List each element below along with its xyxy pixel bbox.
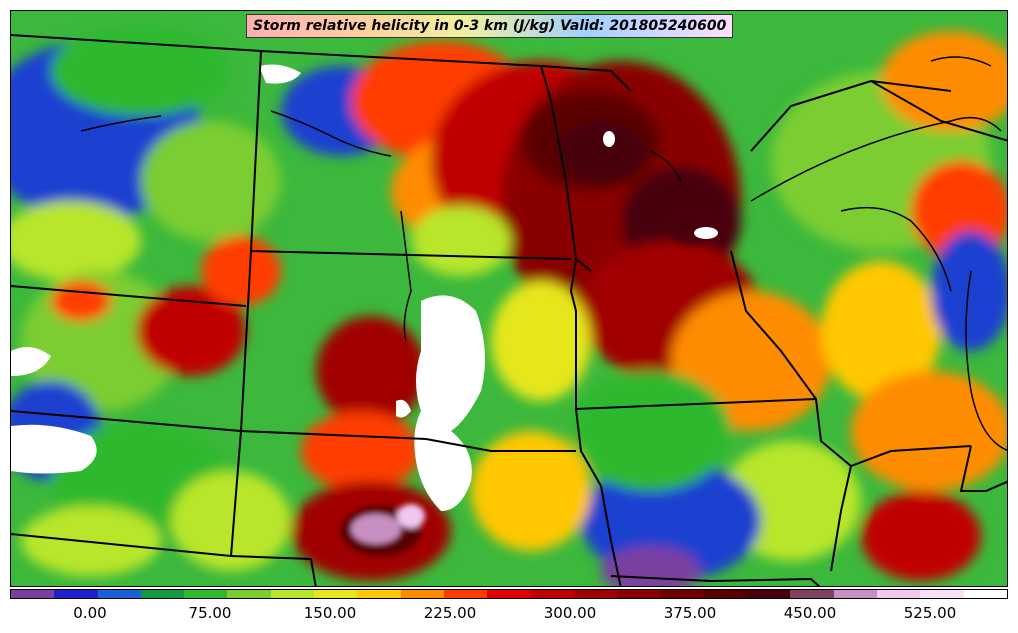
colorbar-segment bbox=[530, 590, 574, 598]
colorbar-segment bbox=[963, 590, 1007, 598]
colorbar bbox=[10, 589, 1008, 599]
colorbar-tick-label: 525.00 bbox=[903, 604, 957, 622]
colorbar-segment bbox=[227, 590, 271, 598]
colorbar-segment bbox=[617, 590, 661, 598]
helicity-contours bbox=[11, 26, 1007, 586]
colorbar-segment bbox=[573, 590, 618, 598]
map-title: Storm relative helicity in 0-3 km (J/kg)… bbox=[246, 14, 734, 38]
colorbar-segment bbox=[54, 590, 98, 598]
colorbar-tick-label: 225.00 bbox=[423, 604, 477, 622]
colorbar-segment bbox=[790, 590, 834, 598]
colorbar-segment bbox=[876, 590, 921, 598]
colorbar-segment bbox=[11, 590, 55, 598]
colorbar-segment bbox=[660, 590, 704, 598]
colorbar-segment bbox=[443, 590, 488, 598]
colorbar-segment bbox=[833, 590, 877, 598]
helicity-map: Storm relative helicity in 0-3 km (J/kg)… bbox=[10, 10, 1008, 587]
colorbar-tick-label: 375.00 bbox=[663, 604, 717, 622]
colorbar-segment bbox=[703, 590, 748, 598]
colorbar-tick-label: 450.00 bbox=[783, 604, 837, 622]
colorbar-tick-label: 300.00 bbox=[543, 604, 597, 622]
helicity-field-svg bbox=[11, 11, 1007, 586]
colorbar-tick-label: 0.00 bbox=[73, 604, 107, 622]
colorbar-segment bbox=[920, 590, 964, 598]
masked-areas bbox=[11, 64, 718, 511]
colorbar-segment bbox=[487, 590, 531, 598]
colorbar-segment bbox=[357, 590, 401, 598]
state-boundaries bbox=[11, 34, 1007, 586]
colorbar-segment bbox=[314, 590, 358, 598]
colorbar-segment bbox=[400, 590, 444, 598]
colorbar-tick-label: 150.00 bbox=[303, 604, 357, 622]
colorbar-segment bbox=[747, 590, 791, 598]
water-outlines bbox=[80, 56, 1007, 451]
high-helicity-cores bbox=[341, 121, 716, 556]
colorbar-segment bbox=[97, 590, 141, 598]
colorbar-segment bbox=[270, 590, 315, 598]
colorbar-tick-label: 75.00 bbox=[188, 604, 232, 622]
colorbar-segment bbox=[184, 590, 228, 598]
colorbar-segment bbox=[140, 590, 185, 598]
